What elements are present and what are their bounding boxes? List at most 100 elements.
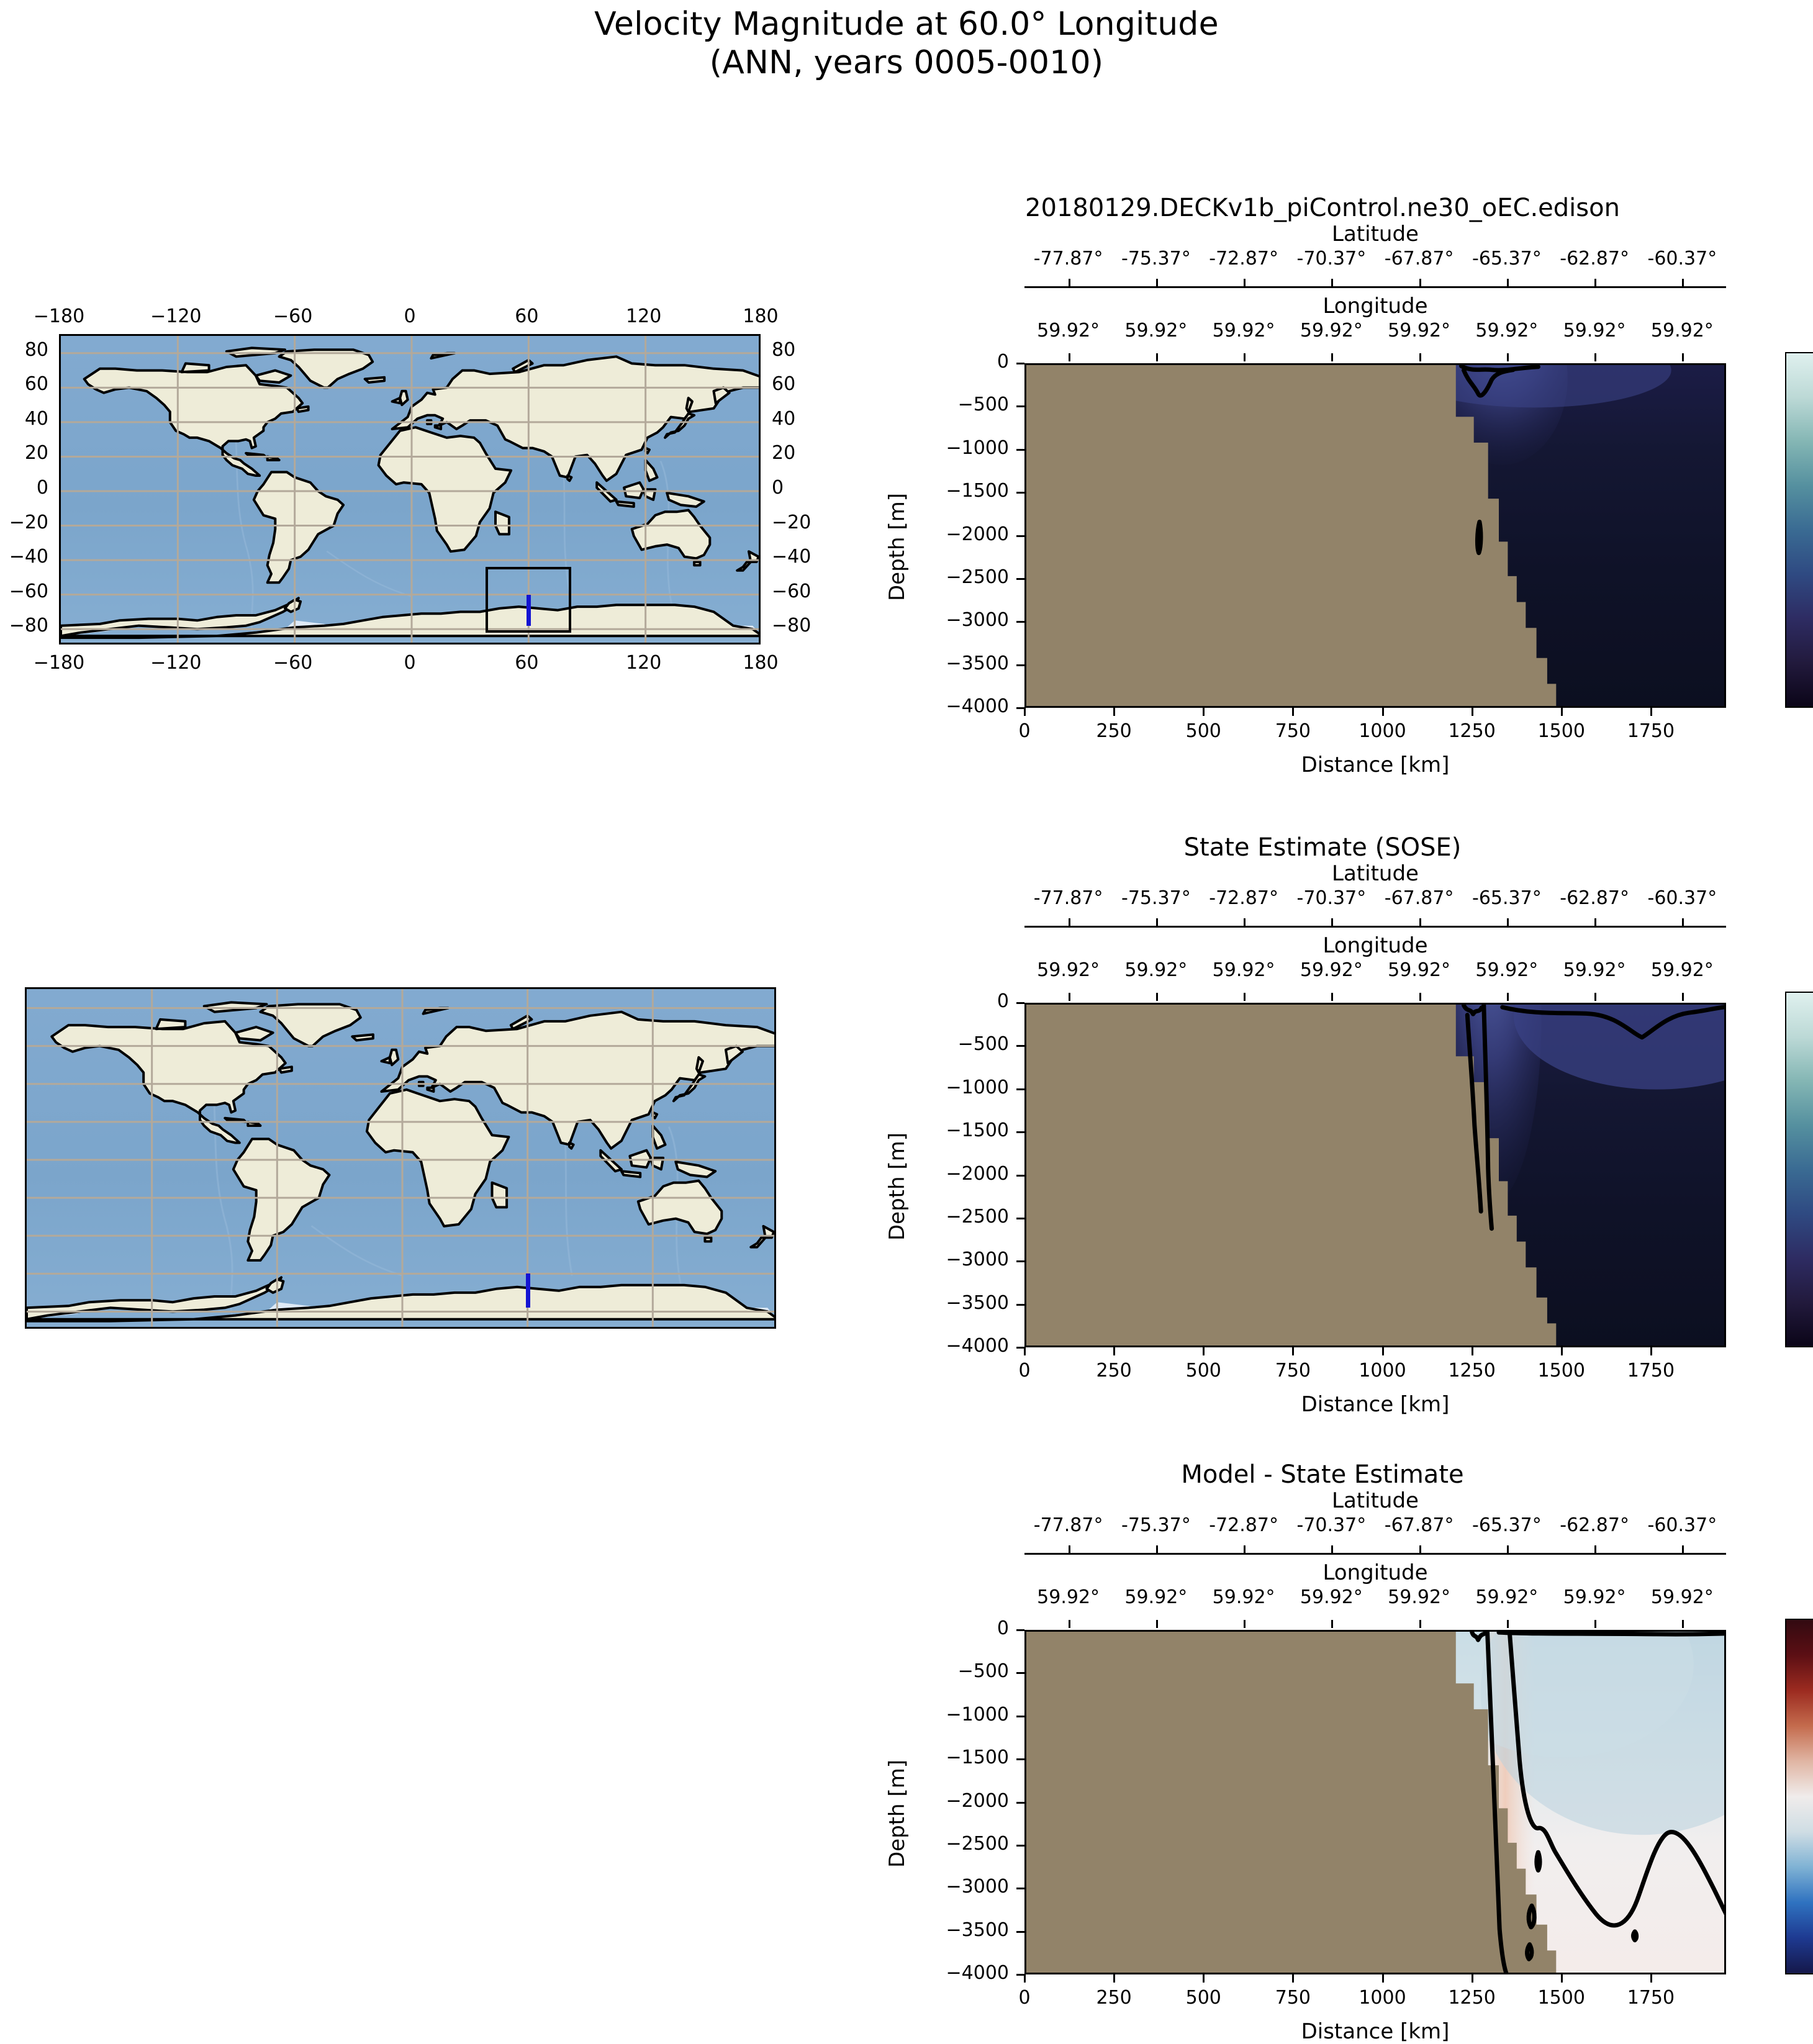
latitude-tick-label: -67.87° [1384, 1514, 1454, 1536]
latitude-tick-mark [1506, 1545, 1509, 1553]
y-tick-label: −2500 [946, 1832, 1009, 1855]
secondary-axis-label-latitude: Latitude [1332, 861, 1419, 886]
y-tick-label: −1500 [946, 1747, 1009, 1769]
x-tick-label: 1000 [1359, 1360, 1406, 1382]
transect-line [527, 594, 531, 626]
y-tick-label: −4000 [946, 1962, 1009, 1984]
x-tick-mark [1113, 1974, 1116, 1983]
cross-section-sose[interactable]: State Estimate (SOSE) Latitude -77.87° -75.… [857, 826, 1813, 1417]
longitude-tick-mark [1506, 1620, 1509, 1628]
y-tick-label: −1000 [946, 1703, 1009, 1725]
map-frame [59, 334, 761, 644]
longitude-tick-label: 59.92° [1475, 959, 1539, 981]
y-tick-label: −3000 [946, 609, 1009, 631]
latitude-tick-mark [1068, 1545, 1070, 1553]
longitude-tick-label: 59.92° [1037, 959, 1100, 981]
latitude-tick-label: -75.37° [1121, 887, 1191, 909]
map-lat-tick-right: 80 [772, 338, 796, 361]
map-lon-tick-top: 60 [515, 305, 539, 327]
latitude-tick-label: -60.37° [1647, 1514, 1717, 1536]
y-tick-label: −4000 [946, 695, 1009, 717]
latitude-tick-mark [1244, 918, 1246, 926]
secondary-axis-label-longitude: Longitude [1322, 933, 1428, 958]
latitude-tick-mark [1155, 279, 1158, 287]
latitude-tick-label: -72.87° [1209, 1514, 1278, 1536]
longitude-tick-mark [1506, 353, 1509, 361]
map-lon-tick-bottom: 0 [404, 652, 416, 674]
latitude-tick-label: -65.37° [1472, 887, 1542, 909]
x-tick-mark [1203, 1347, 1205, 1355]
longitude-tick-mark [1244, 353, 1246, 361]
x-tick-label: 1750 [1627, 1987, 1675, 2009]
transect-line [525, 1273, 530, 1308]
y-tick-label: −3500 [946, 1291, 1009, 1314]
cross-section-plot[interactable] [1024, 363, 1726, 708]
world-map-row1[interactable]: −180 −180 −120 −120 −60 −60 0 0 60 60 120 120 180 180… [9, 298, 812, 683]
cross-section-plot[interactable] [1024, 1003, 1726, 1347]
x-tick-mark [1113, 1347, 1116, 1355]
latitude-tick-mark [1594, 918, 1597, 926]
panel-title: State Estimate (SOSE) [1183, 833, 1462, 862]
longitude-tick-label: 59.92° [1300, 959, 1363, 981]
colorbar[interactable] [1785, 992, 1813, 1347]
y-axis-label: Depth [m] [885, 492, 910, 601]
cross-section-difference[interactable]: Model - State Estimate Latitude -77.87° -75… [857, 1453, 1813, 2044]
latitude-tick-mark [1331, 279, 1334, 287]
map-lon-tick-bottom: 60 [515, 652, 539, 674]
cross-section-model[interactable]: 20180129.DECKv1b_piControl.ne30_oEC.edis… [857, 186, 1813, 777]
y-tick-mark [1016, 1088, 1024, 1090]
longitude-tick-label: 59.92° [1650, 959, 1714, 981]
latitude-tick-mark [1682, 1545, 1684, 1553]
longitude-tick-label: 59.92° [1300, 1586, 1363, 1608]
x-tick-mark [1203, 708, 1205, 716]
latitude-tick-mark [1419, 918, 1421, 926]
map-frame [25, 987, 776, 1329]
latitude-tick-label: -70.37° [1296, 887, 1367, 909]
x-tick-mark [1381, 1347, 1384, 1355]
latitude-tick-mark [1506, 279, 1509, 287]
y-tick-mark [1016, 1801, 1024, 1804]
longitude-tick-mark [1594, 1620, 1597, 1628]
y-tick-label: −1000 [946, 436, 1009, 459]
y-tick-label: −2500 [946, 566, 1009, 588]
x-tick-label: 1250 [1448, 720, 1496, 742]
longitude-tick-mark [1682, 353, 1684, 361]
y-tick-label: −1500 [946, 480, 1009, 502]
y-tick-mark [1016, 405, 1024, 408]
latitude-tick-label: -65.37° [1472, 248, 1542, 269]
x-tick-mark [1292, 1974, 1295, 1983]
latitude-tick-label: -70.37° [1296, 1514, 1367, 1536]
y-tick-label: −1500 [946, 1119, 1009, 1142]
x-tick-label: 1250 [1448, 1360, 1496, 1382]
y-tick-label: 0 [997, 351, 1009, 373]
x-tick-label: 0 [1018, 720, 1031, 742]
latitude-axis-line [1024, 926, 1726, 928]
x-tick-mark [1650, 708, 1652, 716]
x-tick-mark [1292, 1347, 1295, 1355]
x-tick-label: 1500 [1537, 720, 1585, 742]
cross-section-plot[interactable] [1024, 1630, 1726, 1974]
colorbar[interactable] [1785, 1619, 1813, 1974]
y-tick-mark [1016, 535, 1024, 537]
x-tick-label: 1750 [1627, 720, 1675, 742]
y-tick-label: −3000 [946, 1876, 1009, 1898]
latitude-tick-label: -75.37° [1121, 248, 1191, 269]
figure-title: Velocity Magnitude at 60.0° Longitude (A… [0, 5, 1813, 82]
x-tick-label: 1750 [1627, 1360, 1675, 1382]
y-tick-mark [1016, 363, 1024, 364]
map-lat-tick-left: 0 [36, 477, 48, 499]
x-tick-label: 250 [1096, 1360, 1132, 1382]
x-tick-label: 750 [1275, 1360, 1311, 1382]
map-lat-tick-right: −40 [772, 546, 812, 568]
latitude-tick-mark [1419, 1545, 1421, 1553]
longitude-tick-mark [1331, 993, 1334, 1001]
x-tick-mark [1471, 1347, 1473, 1355]
latitude-tick-label: -70.37° [1296, 248, 1367, 269]
latitude-tick-mark [1155, 1545, 1158, 1553]
map-lat-tick-left: −20 [9, 511, 48, 533]
colorbar[interactable] [1785, 352, 1813, 708]
world-map-row2[interactable] [25, 981, 795, 1335]
panel-title: Model - State Estimate [1181, 1460, 1464, 1489]
map-lon-tick-bottom: −120 [150, 652, 202, 674]
y-tick-mark [1016, 1303, 1024, 1306]
